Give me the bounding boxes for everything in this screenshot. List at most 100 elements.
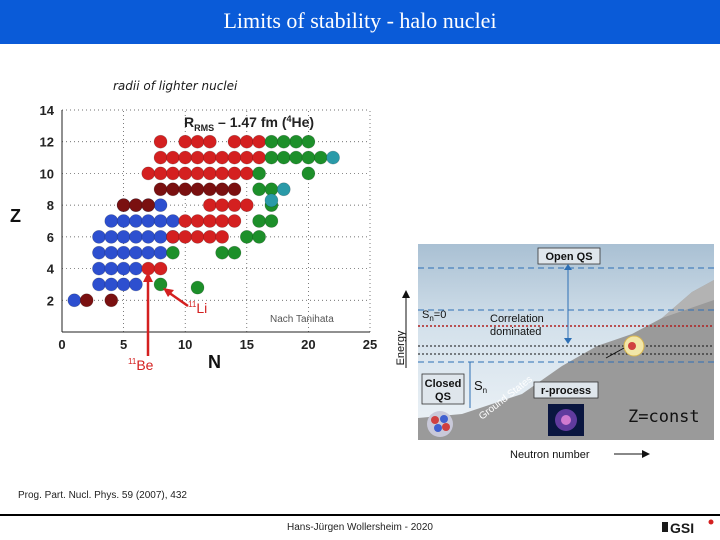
y-tick-label: 12	[40, 135, 54, 150]
nucleus-point	[129, 261, 143, 276]
nucleus-point	[252, 134, 266, 149]
be-label: 11Be	[128, 357, 154, 373]
nucleus-point	[276, 134, 291, 149]
nucleus-point	[141, 214, 156, 228]
nucleus-point	[116, 214, 131, 228]
nucleus-point	[264, 150, 279, 165]
be-arrowhead	[143, 272, 153, 282]
nucleus-point	[289, 150, 303, 165]
nucleus-point	[153, 245, 168, 260]
y-tick-label: 10	[40, 166, 54, 181]
halo-pointer-line	[605, 347, 625, 359]
nucleus-point	[240, 150, 254, 165]
nucleus-point	[190, 214, 205, 228]
nucleus-point	[203, 150, 217, 165]
nucleus-point	[178, 134, 192, 149]
nucleus-point	[104, 261, 119, 276]
nucleus-point	[129, 214, 143, 228]
nucleus-point	[190, 166, 205, 181]
r-process-label: r-process	[541, 385, 591, 397]
nucleus-point	[264, 214, 279, 228]
quantum-system-diagram: Open QS Sn=0 Correlation dominated Close…	[395, 244, 714, 461]
nucleus-point	[227, 182, 242, 197]
nucleus-point	[227, 214, 242, 228]
nucleus-point	[92, 230, 106, 244]
neutron-number-label: Neutron number	[510, 449, 590, 461]
neutron-arrow-icon	[642, 450, 650, 458]
rms-annotation: RRMS – 1.47 fm (4He)	[184, 114, 314, 133]
nucleus-point	[153, 230, 168, 244]
ground-states-mountain	[418, 280, 714, 440]
nucleus-point	[215, 198, 229, 212]
nucleus-point	[166, 150, 180, 165]
nucleus-point	[301, 166, 316, 181]
nucleus-point	[153, 214, 168, 228]
nucleus-point	[190, 182, 205, 197]
nucleus-point	[141, 245, 156, 260]
nucleus-point	[252, 166, 266, 181]
y-axis-label: Z	[10, 206, 21, 226]
nucleus-point	[227, 150, 242, 165]
nucleus-point	[227, 166, 242, 181]
nucleus-point	[153, 150, 168, 165]
y-tick-label: 6	[47, 230, 54, 245]
li-arrow	[167, 290, 189, 308]
closed-qs-line1: Closed	[425, 378, 462, 390]
nucleus-point	[264, 134, 279, 149]
nucleus-point	[166, 182, 180, 197]
nucleus-point	[190, 150, 205, 165]
nucleus-point	[153, 134, 168, 149]
footer-divider	[0, 514, 720, 516]
nucleus-point	[116, 261, 131, 276]
nucleus-point	[166, 214, 180, 228]
nucleus-point	[92, 261, 106, 276]
nucleus-point	[178, 150, 192, 165]
nucleus-point	[203, 214, 217, 228]
nucleus-point	[240, 198, 254, 212]
nuclei-points	[67, 134, 340, 308]
nucleus-point	[141, 166, 156, 181]
open-qs-box	[537, 247, 601, 265]
nucleus-point	[166, 166, 180, 181]
nucleus-point	[203, 198, 217, 212]
li-arrowhead	[163, 288, 174, 297]
nucleus-point	[153, 166, 168, 181]
nucleus-point	[215, 214, 229, 228]
x-tick-label: 10	[178, 337, 192, 352]
nucleus-point	[166, 230, 180, 244]
halo-core-icon	[628, 342, 636, 350]
nucleus-point	[203, 166, 217, 181]
gsi-logo-text: GSI	[670, 520, 694, 536]
x-tick-label: 20	[301, 337, 315, 352]
nucleus-point	[129, 230, 143, 244]
nucleus-point	[215, 150, 229, 165]
nucleus-point	[264, 193, 279, 208]
y-tick-label: 8	[47, 198, 54, 213]
nucleus-point	[203, 182, 217, 197]
nucleus-point	[92, 277, 106, 292]
nucleus-point	[178, 182, 192, 197]
nucleus-point	[190, 134, 205, 149]
closed-qs-box	[421, 373, 465, 405]
x-tick-label: 0	[58, 337, 65, 352]
nucleus-point	[203, 134, 217, 149]
reference: Prog. Part. Nucl. Phys. 59 (2007), 432	[18, 490, 187, 501]
nucleus-point	[215, 245, 229, 260]
nucleus-point	[326, 150, 340, 165]
x-axis-label: N	[208, 352, 221, 372]
nucleus-point	[116, 245, 131, 260]
nucleus-point	[313, 150, 328, 165]
nucleus-point	[215, 230, 229, 244]
nucleus-point	[129, 198, 143, 212]
nucleus-point	[92, 245, 106, 260]
nucleus-point	[252, 214, 266, 228]
nucleus-point	[104, 293, 119, 308]
nucleus-point	[240, 134, 254, 149]
footer-author: Hans-Jürgen Wollersheim - 2020	[287, 522, 433, 533]
nucleus-point	[141, 198, 156, 212]
nucleus-point	[104, 230, 119, 244]
z-const-label: Z=const	[628, 407, 700, 427]
nucleus-point	[79, 293, 94, 308]
nucleus-point	[153, 261, 168, 276]
x-tick-label: 25	[363, 337, 377, 352]
